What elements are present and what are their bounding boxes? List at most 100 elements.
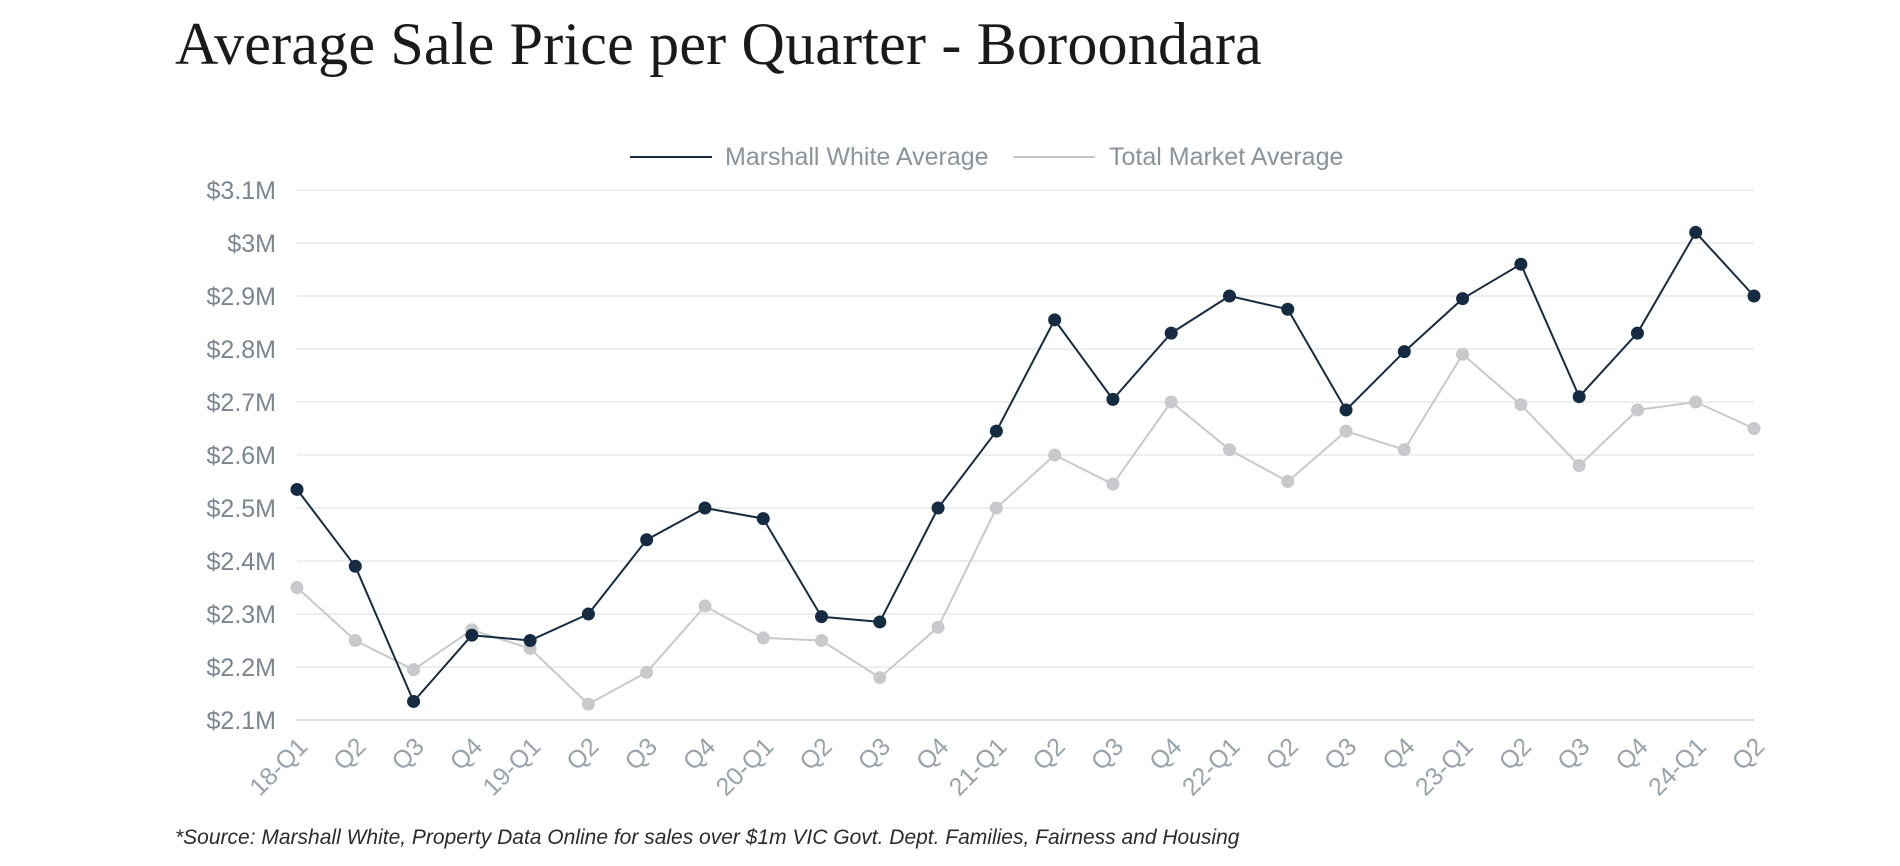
- x-tick-label: Q3: [620, 732, 663, 775]
- data-point[interactable]: [1572, 390, 1586, 404]
- data-point[interactable]: [523, 634, 537, 647]
- data-point[interactable]: [931, 620, 945, 634]
- data-point[interactable]: [290, 482, 304, 496]
- data-point[interactable]: [698, 501, 712, 515]
- series-line: [296, 231, 1755, 703]
- y-axis-ticks: $2.1M $2.2M $2.3M $2.4M $2.5M $2.6M $2.7M $2.8M…: [207, 177, 276, 735]
- x-tick-label: 18-Q1: [244, 732, 313, 801]
- data-point[interactable]: [1339, 424, 1353, 438]
- data-point[interactable]: [1397, 345, 1411, 359]
- x-tick-label: Q3: [386, 732, 429, 775]
- data-point[interactable]: [640, 533, 654, 547]
- x-tick-label: 19-Q1: [477, 732, 546, 801]
- data-point[interactable]: [581, 697, 595, 711]
- y-tick-label: $2.8M: [207, 336, 276, 364]
- data-point[interactable]: [1281, 302, 1295, 316]
- data-point[interactable]: [407, 663, 421, 677]
- data-point[interactable]: [698, 599, 712, 613]
- x-tick-label: Q4: [911, 732, 954, 775]
- legend-label: Marshall White Average: [725, 143, 989, 171]
- data-point[interactable]: [1106, 392, 1120, 406]
- data-point[interactable]: [581, 607, 595, 621]
- data-point[interactable]: [465, 628, 479, 642]
- data-point[interactable]: [1048, 313, 1062, 327]
- x-tick-label: Q3: [1086, 732, 1129, 775]
- data-point[interactable]: [1222, 443, 1236, 457]
- data-point[interactable]: [1689, 395, 1703, 409]
- gridlines: [297, 189, 1754, 721]
- data-point[interactable]: [1514, 257, 1528, 271]
- x-tick-label: Q2: [561, 732, 604, 775]
- x-tick-label: Q4: [1144, 732, 1187, 775]
- x-tick-label: Q4: [678, 732, 721, 775]
- series-line: [296, 353, 1755, 706]
- legend-label: Total Market Average: [1109, 143, 1343, 171]
- legend[interactable]: Marshall White Average Total Market Avera…: [630, 143, 1343, 171]
- data-point[interactable]: [756, 631, 770, 645]
- data-point[interactable]: [873, 615, 887, 629]
- y-tick-label: $2.1M: [207, 707, 276, 735]
- y-tick-label: $2.9M: [207, 283, 276, 311]
- data-point[interactable]: [1281, 475, 1295, 488]
- x-tick-label: 20-Q1: [711, 732, 780, 801]
- x-tick-label: Q4: [1610, 732, 1653, 775]
- series-group: [290, 225, 1761, 711]
- data-point[interactable]: [1164, 326, 1178, 340]
- legend-item[interactable]: Total Market Average: [1013, 143, 1343, 171]
- data-point[interactable]: [756, 512, 770, 526]
- data-point[interactable]: [1456, 292, 1470, 306]
- data-point[interactable]: [815, 610, 829, 624]
- data-point[interactable]: [1572, 459, 1586, 473]
- legend-item[interactable]: Marshall White Average: [630, 143, 989, 171]
- source-footnote: *Source: Marshall White, Property Data O…: [175, 826, 1240, 849]
- data-point[interactable]: [1397, 443, 1411, 457]
- x-tick-label: Q4: [1377, 732, 1420, 775]
- data-point[interactable]: [348, 634, 362, 647]
- data-point[interactable]: [407, 694, 421, 708]
- data-point[interactable]: [1630, 326, 1644, 340]
- data-point[interactable]: [1339, 403, 1353, 417]
- x-tick-label: 24-Q1: [1643, 732, 1712, 801]
- x-tick-label: Q2: [1494, 732, 1537, 775]
- data-point[interactable]: [1514, 398, 1528, 412]
- data-point[interactable]: [348, 559, 362, 573]
- x-tick-label: Q3: [1552, 732, 1595, 775]
- y-tick-label: $2.6M: [207, 442, 276, 470]
- x-tick-label: 21-Q1: [944, 732, 1013, 801]
- data-point[interactable]: [1747, 422, 1761, 435]
- x-tick-label: Q2: [1727, 732, 1770, 775]
- x-tick-label: Q2: [794, 732, 837, 775]
- x-tick-label: Q3: [1319, 732, 1362, 775]
- data-point[interactable]: [1689, 225, 1703, 239]
- y-tick-label: $3M: [227, 230, 276, 258]
- data-point[interactable]: [290, 581, 304, 594]
- y-tick-label: $2.5M: [207, 495, 276, 523]
- data-point[interactable]: [931, 501, 945, 515]
- data-point[interactable]: [1222, 289, 1236, 303]
- data-point[interactable]: [989, 424, 1003, 438]
- x-tick-label: 22-Q1: [1177, 732, 1246, 801]
- x-tick-label: Q2: [328, 732, 371, 775]
- y-tick-label: $2.2M: [207, 654, 276, 682]
- data-point[interactable]: [1630, 403, 1644, 417]
- data-point[interactable]: [989, 501, 1003, 515]
- y-tick-label: $2.4M: [207, 548, 276, 576]
- x-tick-label: Q3: [853, 732, 896, 775]
- data-point[interactable]: [640, 665, 654, 679]
- data-point[interactable]: [1106, 477, 1120, 491]
- data-point[interactable]: [1456, 347, 1470, 361]
- x-tick-label: Q4: [445, 732, 488, 775]
- y-tick-label: $2.7M: [207, 389, 276, 417]
- x-tick-label: Q2: [1261, 732, 1304, 775]
- data-point[interactable]: [1164, 395, 1178, 409]
- data-point[interactable]: [1048, 448, 1062, 462]
- data-point[interactable]: [1747, 289, 1761, 303]
- chart-title: Average Sale Price per Quarter - Boroond…: [175, 11, 1262, 77]
- data-point[interactable]: [873, 671, 887, 685]
- data-point[interactable]: [815, 634, 829, 647]
- x-tick-label: 23-Q1: [1410, 732, 1479, 801]
- y-tick-label: $2.3M: [207, 601, 276, 629]
